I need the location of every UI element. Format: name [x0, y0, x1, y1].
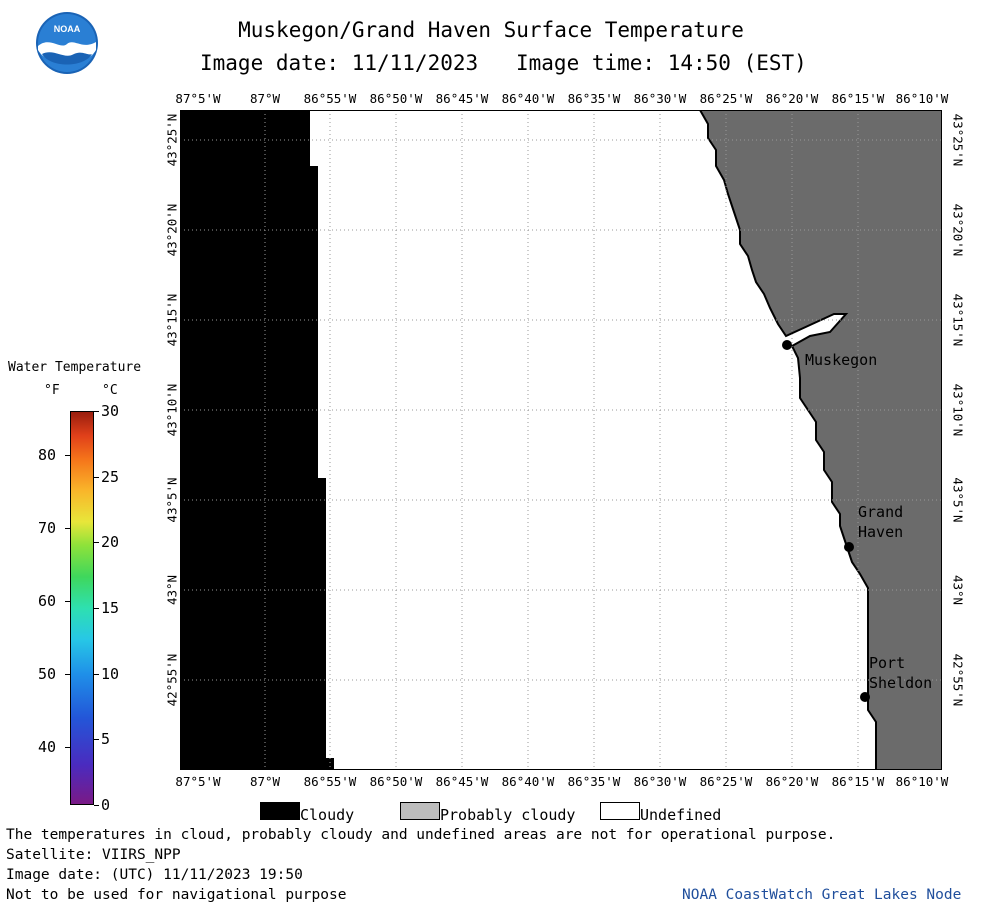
footer-credit: NOAA CoastWatch Great Lakes Node	[682, 887, 962, 903]
fahrenheit-tick-mark	[65, 527, 70, 529]
noaa-logo: NOAA	[34, 10, 100, 76]
colorbar-title: Water Temperature	[8, 360, 142, 375]
latitude-tick-left: 43°5'N	[164, 477, 180, 523]
longitude-tick-top: 86°45'W	[435, 91, 489, 106]
longitude-tick-bottom: 87°5'W	[175, 774, 221, 789]
longitude-tick-bottom: 86°25'W	[699, 774, 753, 789]
image-date: Image date: 11/11/2023	[200, 51, 479, 75]
fahrenheit-tick-mark	[65, 600, 70, 602]
longitude-tick-bottom: 86°10'W	[895, 774, 949, 789]
longitude-tick-bottom: 86°40'W	[501, 774, 555, 789]
longitude-tick-top: 86°15'W	[831, 91, 885, 106]
longitude-tick-bottom: 86°30'W	[633, 774, 687, 789]
longitude-tick-bottom: 86°15'W	[831, 774, 885, 789]
key-undefined-label: Undefined	[640, 806, 722, 824]
key-probably-cloudy-label: Probably cloudy	[440, 806, 576, 824]
cloud-mask	[180, 110, 334, 770]
grand-haven-label-line1: Grand	[858, 503, 904, 521]
land-area	[700, 110, 942, 770]
key-undefined-swatch	[600, 802, 640, 820]
map-area	[180, 110, 942, 770]
celsius-tick-mark	[94, 673, 99, 675]
latitude-tick-left: 43°N	[164, 574, 180, 606]
latitude-tick-left: 43°15'N	[164, 293, 180, 347]
coastline	[699, 110, 877, 770]
longitude-tick-top: 86°50'W	[369, 91, 423, 106]
longitude-tick-top: 86°35'W	[567, 91, 621, 106]
longitude-tick-bottom: 86°45'W	[435, 774, 489, 789]
longitude-tick-bottom: 87°W	[249, 774, 281, 789]
celsius-tick-label: 25	[101, 467, 120, 486]
grand-haven-label-line2: Haven	[858, 523, 904, 541]
fahrenheit-tick-mark	[65, 746, 70, 748]
unit-fahrenheit: °F	[44, 383, 60, 398]
latitude-tick-right: 43°5'N	[950, 477, 966, 523]
port-sheldon-label-line2: Sheldon	[869, 674, 933, 692]
latitude-tick-right: 43°N	[950, 574, 966, 606]
fahrenheit-tick-label: 50	[38, 664, 57, 683]
celsius-tick-label: 0	[101, 796, 111, 814]
longitude-tick-top: 86°30'W	[633, 91, 687, 106]
fahrenheit-tick-mark	[65, 454, 70, 456]
key-probably-cloudy-swatch	[400, 802, 440, 820]
latitude-tick-left: 43°20'N	[164, 203, 180, 257]
latitude-tick-left: 42°55'N	[164, 653, 180, 707]
longitude-tick-top: 86°10'W	[895, 91, 949, 106]
celsius-tick-label: 15	[101, 599, 120, 617]
longitude-tick-top: 87°W	[249, 91, 281, 106]
celsius-tick-mark	[94, 411, 99, 412]
celsius-tick-mark	[94, 608, 99, 609]
latitude-tick-right: 43°20'N	[950, 203, 966, 257]
longitude-tick-bottom: 86°20'W	[765, 774, 819, 789]
unit-celsius: °C	[102, 383, 118, 398]
grand-haven-marker	[844, 542, 854, 552]
muskegon-label: Muskegon	[805, 351, 878, 369]
muskegon-marker	[782, 340, 792, 350]
longitude-tick-bottom: 86°35'W	[567, 774, 621, 789]
footer-satellite: Satellite: VIIRS_NPP	[6, 847, 181, 863]
longitude-tick-top: 86°25'W	[699, 91, 753, 106]
fahrenheit-tick-label: 80	[38, 445, 57, 464]
port-sheldon-marker	[860, 692, 870, 702]
celsius-tick-mark	[94, 542, 99, 544]
key-cloudy-label: Cloudy	[300, 806, 355, 824]
map-title: Muskegon/Grand Haven Surface Temperature	[238, 18, 744, 42]
celsius-tick-mark	[94, 805, 99, 806]
graticule	[180, 110, 942, 770]
celsius-tick-label: 20	[101, 533, 120, 552]
latitude-tick-left: 43°25'N	[164, 113, 180, 167]
logo-text: NOAA	[54, 24, 81, 34]
celsius-tick-mark	[94, 739, 99, 741]
latitude-tick-right: 43°15'N	[950, 293, 966, 347]
footer-utc-date: Image date: (UTC) 11/11/2023 19:50	[6, 867, 303, 883]
footer-disclaimer: The temperatures in cloud, probably clou…	[6, 827, 836, 843]
colorbar	[70, 411, 94, 805]
port-sheldon-label-line1: Port	[869, 654, 906, 672]
longitude-tick-bottom: 86°50'W	[369, 774, 423, 789]
longitude-tick-bottom: 86°55'W	[303, 774, 357, 789]
image-time: Image time: 14:50 (EST)	[516, 51, 807, 75]
longitude-tick-top: 87°5'W	[175, 91, 221, 106]
latitude-tick-right: 42°55'N	[950, 653, 966, 707]
key-cloudy-swatch	[260, 802, 300, 820]
latitude-tick-right: 43°10'N	[950, 383, 966, 437]
fahrenheit-tick-label: 60	[38, 591, 57, 610]
celsius-tick-label: 5	[101, 730, 111, 749]
celsius-tick-label: 30	[101, 402, 120, 420]
fahrenheit-tick-mark	[65, 673, 70, 675]
fahrenheit-tick-label: 70	[38, 518, 57, 537]
longitude-tick-top: 86°20'W	[765, 91, 819, 106]
latitude-tick-right: 43°25'N	[950, 113, 966, 167]
celsius-tick-label: 10	[101, 664, 120, 683]
footer-nav-warning: Not to be used for navigational purpose	[6, 887, 347, 903]
longitude-tick-top: 86°40'W	[501, 91, 555, 106]
celsius-tick-mark	[94, 476, 99, 478]
fahrenheit-tick-label: 40	[38, 737, 57, 756]
latitude-tick-left: 43°10'N	[164, 383, 180, 437]
longitude-tick-top: 86°55'W	[303, 91, 357, 106]
